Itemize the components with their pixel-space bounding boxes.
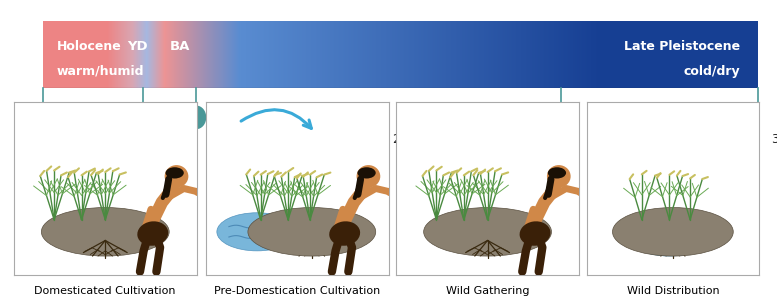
Ellipse shape (628, 218, 711, 256)
FancyArrowPatch shape (163, 182, 169, 198)
Text: cold/dry: cold/dry (683, 65, 740, 78)
FancyArrowPatch shape (355, 182, 361, 198)
Text: warm/humid: warm/humid (57, 65, 145, 78)
Ellipse shape (357, 167, 376, 178)
Text: Wild Gathering: Wild Gathering (446, 286, 530, 296)
Ellipse shape (329, 221, 360, 246)
Ellipse shape (217, 213, 298, 251)
Text: Late Pleistocene: Late Pleistocene (624, 40, 740, 53)
FancyArrowPatch shape (358, 179, 361, 194)
Ellipse shape (33, 105, 53, 129)
Ellipse shape (551, 105, 571, 129)
Ellipse shape (520, 221, 550, 246)
Ellipse shape (186, 105, 206, 129)
Text: 30 kyr: 30 kyr (772, 133, 777, 146)
Ellipse shape (138, 221, 168, 246)
Ellipse shape (548, 167, 566, 178)
Text: Wild Distribution: Wild Distribution (626, 286, 720, 296)
Ellipse shape (423, 208, 552, 256)
Text: 10: 10 (35, 133, 51, 146)
Ellipse shape (248, 208, 376, 256)
Text: Holocene: Holocene (57, 40, 122, 53)
Ellipse shape (747, 105, 768, 129)
Circle shape (547, 165, 570, 188)
Circle shape (165, 165, 188, 188)
Circle shape (193, 188, 203, 196)
Text: Domesticated Cultivation: Domesticated Cultivation (34, 286, 176, 296)
FancyArrowPatch shape (549, 179, 551, 194)
Text: YD: YD (127, 40, 148, 53)
FancyArrowPatch shape (241, 110, 312, 128)
Text: BA: BA (170, 40, 190, 53)
Ellipse shape (612, 208, 733, 256)
FancyArrowPatch shape (166, 179, 169, 194)
Ellipse shape (41, 208, 169, 256)
Ellipse shape (166, 167, 184, 178)
FancyArrowPatch shape (545, 182, 551, 198)
Ellipse shape (133, 105, 152, 129)
Text: 20: 20 (392, 133, 408, 146)
Text: Pre-Domestication Cultivation: Pre-Domestication Cultivation (214, 286, 381, 296)
Circle shape (576, 188, 585, 196)
Circle shape (385, 188, 395, 196)
Circle shape (357, 165, 380, 188)
